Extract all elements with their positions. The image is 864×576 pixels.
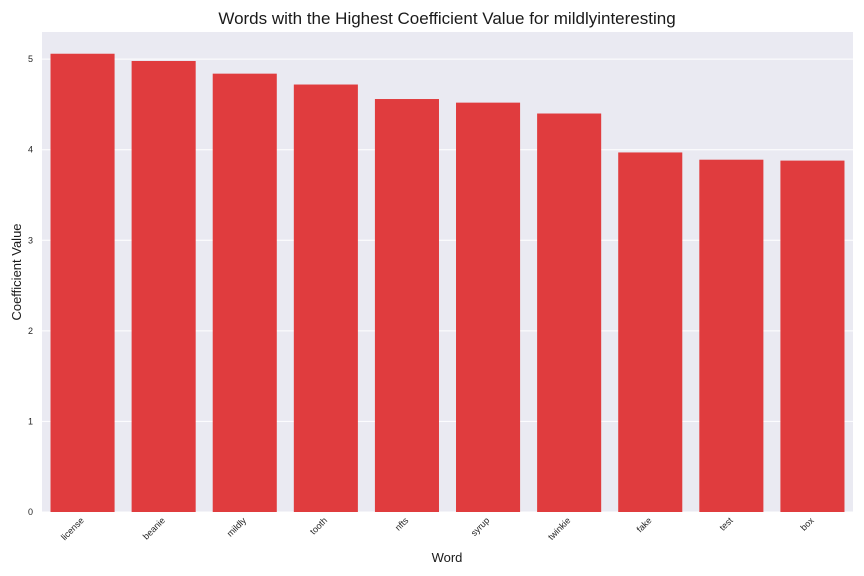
bar-tooth bbox=[293, 84, 358, 512]
bar-test bbox=[699, 159, 764, 512]
x-tick-label: tooth bbox=[308, 515, 329, 536]
bar-twinkie bbox=[537, 113, 602, 513]
x-tick-label: twinkie bbox=[546, 515, 573, 542]
x-tick-label: beanie bbox=[141, 515, 167, 541]
y-tick-labels: 0 1 2 3 4 5 bbox=[28, 54, 33, 517]
bar-syrup bbox=[456, 102, 521, 512]
x-tick-label: test bbox=[717, 515, 735, 533]
x-tick-label: fake bbox=[635, 515, 654, 534]
x-tick-label: syrup bbox=[469, 515, 492, 538]
bars bbox=[50, 53, 845, 513]
x-axis-label: Word bbox=[432, 550, 463, 565]
y-tick-label: 5 bbox=[28, 54, 33, 64]
x-tick-label: license bbox=[59, 515, 86, 542]
x-tick-label: mildly bbox=[225, 515, 249, 539]
bar-license bbox=[50, 53, 115, 513]
chart-title: Words with the Highest Coefficient Value… bbox=[218, 9, 675, 28]
x-tick-label: box bbox=[799, 515, 817, 533]
bar-mildly bbox=[212, 73, 277, 513]
x-tick-label: nfts bbox=[393, 515, 411, 533]
y-axis-label: Coefficient Value bbox=[9, 223, 24, 320]
bar-beanie bbox=[131, 60, 196, 512]
y-tick-label: 0 bbox=[28, 507, 33, 517]
y-tick-label: 4 bbox=[28, 145, 33, 155]
y-tick-label: 2 bbox=[28, 326, 33, 336]
bar-nfts bbox=[374, 99, 439, 513]
bar-box bbox=[780, 160, 845, 513]
y-tick-label: 3 bbox=[28, 235, 33, 245]
y-tick-label: 1 bbox=[28, 416, 33, 426]
bar-fake bbox=[618, 152, 683, 513]
x-tick-labels: license beanie mildly tooth nfts syrup twinkie… bbox=[59, 515, 816, 542]
